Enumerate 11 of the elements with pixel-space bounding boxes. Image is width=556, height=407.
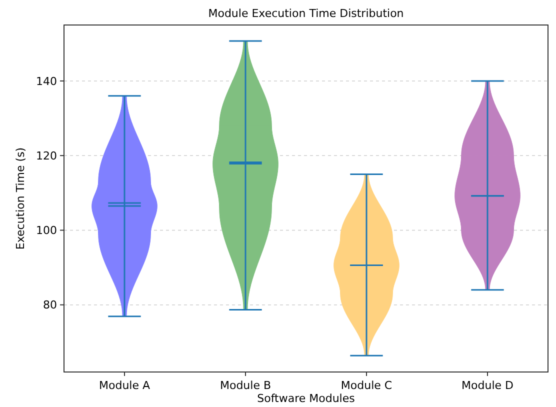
- x-tick-label: Module B: [220, 379, 272, 392]
- x-tick-label: Module D: [462, 379, 514, 392]
- y-tick-label: 80: [43, 298, 57, 312]
- y-tick-label: 100: [36, 224, 57, 238]
- y-axis-title: Execution Time (s): [14, 147, 27, 250]
- chart-title: Module Execution Time Distribution: [208, 7, 404, 20]
- x-axis-title: Software Modules: [257, 392, 356, 405]
- x-tick-label: Module C: [340, 379, 392, 392]
- y-tick-label: 140: [36, 74, 57, 88]
- x-tick-label: Module A: [98, 379, 150, 392]
- y-tick-label: 120: [36, 149, 57, 162]
